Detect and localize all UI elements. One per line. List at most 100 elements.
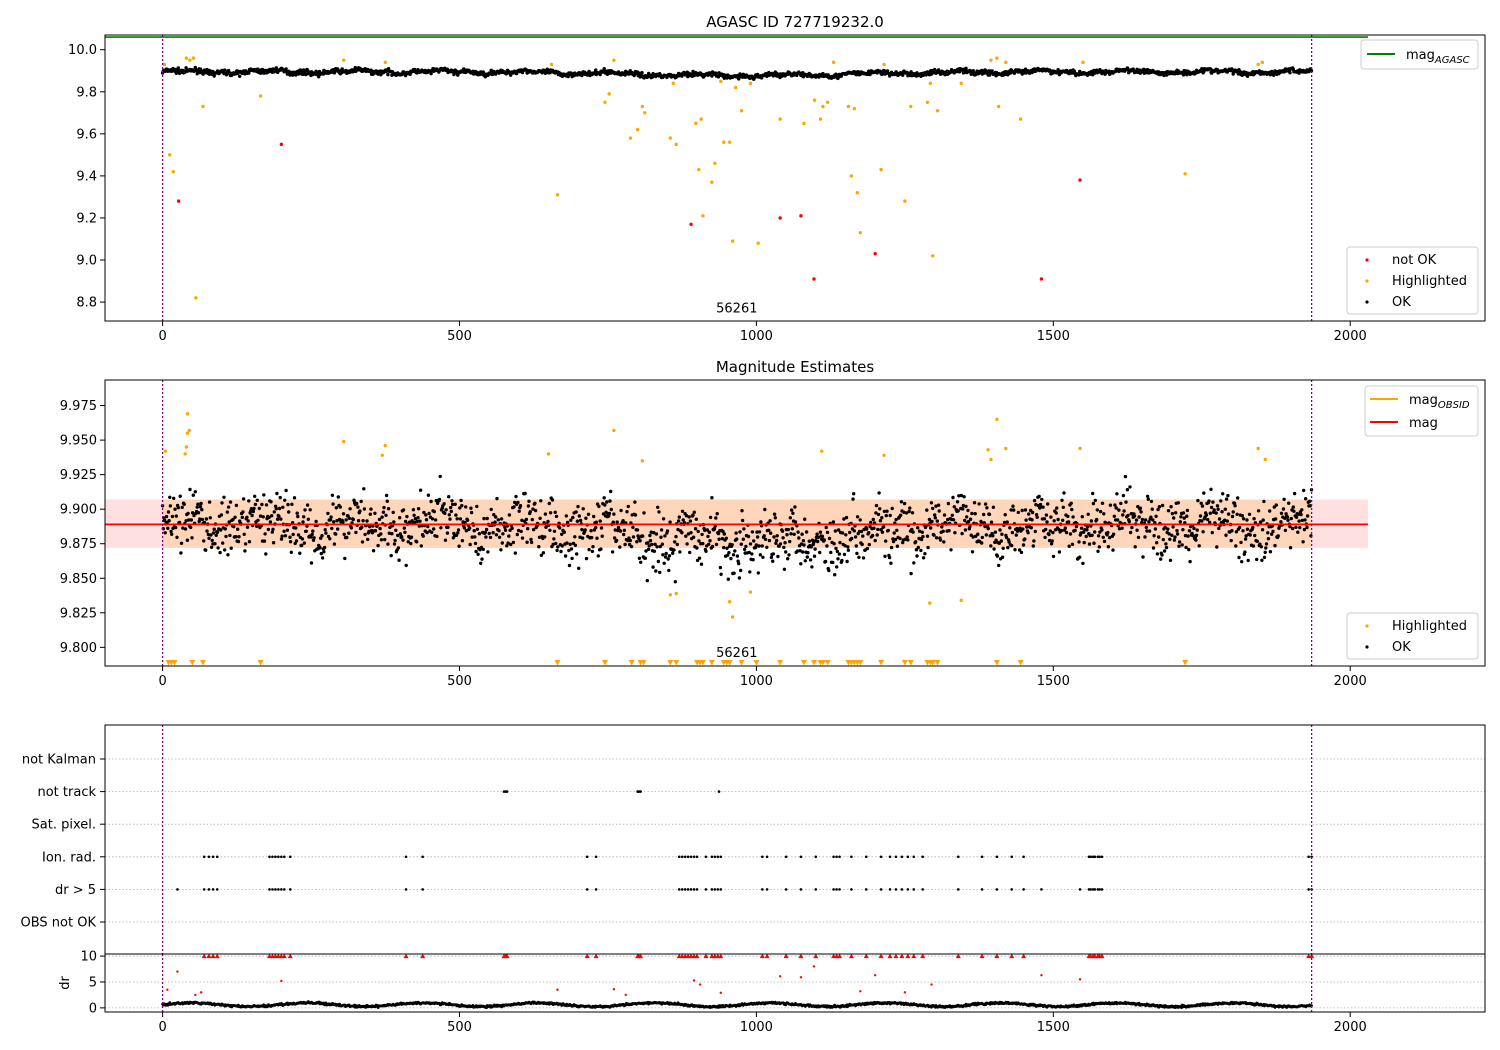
p3-flag-point [1307, 855, 1310, 859]
p3-flag-point [677, 855, 681, 859]
p2-ok-point [1115, 492, 1119, 496]
p3-flag-point [832, 855, 835, 859]
p2-ok-point [170, 532, 174, 536]
p2-ok-point [552, 529, 557, 533]
p2-ok-point [986, 526, 990, 531]
p2-ok-point [842, 517, 846, 521]
p2-ok-point [587, 547, 591, 552]
p2-ok-point [843, 544, 847, 548]
p2-ok-point [609, 507, 613, 512]
p2-ok-point [1012, 508, 1016, 512]
p2-ok-point [447, 513, 451, 517]
p2-ok-point [1175, 528, 1179, 533]
p2-ok-point [1144, 525, 1149, 530]
p2-highlighted-point [185, 431, 190, 435]
p2-ok-point [294, 526, 298, 530]
p2-ok-point [1290, 526, 1295, 531]
p3-ytick-label-1: not track [37, 785, 96, 800]
legend2-ok-marker [1365, 645, 1369, 649]
p2-ok-point [281, 505, 285, 509]
p2-ok-point [330, 526, 334, 531]
p2-ok-point [825, 544, 829, 548]
p3-flag-point [594, 855, 598, 859]
p2-ok-point [1304, 497, 1308, 501]
p2-ok-point [181, 526, 185, 530]
p2-ok-point [559, 549, 563, 554]
p2-ok-point [191, 493, 195, 497]
p3-flag-point [906, 855, 910, 859]
p2-ok-point [565, 520, 570, 525]
p2-ok-point [998, 528, 1002, 532]
p2-ok-point [878, 519, 883, 523]
p2-ok-point [1200, 504, 1205, 508]
p2-ok-point [266, 527, 271, 532]
p2-ok-point [1087, 542, 1092, 546]
p2-ok-point [190, 511, 195, 515]
p2-ok-point [1020, 508, 1024, 513]
p2-ok-point [560, 544, 564, 548]
p2-ok-point [403, 519, 408, 524]
p2-ok-point [347, 516, 352, 521]
p2-ok-point [1276, 534, 1280, 538]
p2-ok-point [510, 526, 514, 531]
p2-ok-point [349, 526, 354, 530]
p2-ok-point [970, 511, 974, 516]
legend-ok-label: OK [1392, 295, 1411, 310]
p2-ok-point [1266, 537, 1271, 541]
p2-ok-point [1041, 505, 1045, 509]
p2-ok-point [965, 515, 969, 519]
p2-ok-point [499, 517, 504, 521]
p2-ok-point [457, 544, 461, 548]
p2-ok-point [421, 534, 425, 538]
p2-ok-point [386, 507, 391, 511]
p2-ok-point [236, 539, 241, 544]
p1-highlighted-point [730, 239, 735, 243]
panel1-legend-points-box [1346, 246, 1479, 315]
p2-ok-point [245, 525, 250, 529]
p2-ok-point [785, 533, 789, 537]
p2-ok-point [890, 506, 894, 511]
p2-ok-point [887, 555, 892, 560]
p2-ok-point [397, 558, 401, 562]
p2-ok-point [956, 509, 960, 513]
p2-ok-point [858, 518, 862, 522]
p2-outofrange-marker [1017, 660, 1024, 666]
p2-ok-point [435, 534, 439, 539]
p2-ok-point [363, 532, 367, 537]
p2-ok-point [409, 535, 414, 539]
p2-outofrange-marker [857, 660, 864, 666]
p2-ok-point [644, 549, 648, 553]
p2-outofrange-marker [878, 660, 885, 666]
p2-ok-point [443, 511, 447, 516]
p2-ok-point [560, 532, 564, 536]
p2-ok-point [1138, 506, 1143, 510]
p2-highlighted-point [1256, 446, 1260, 451]
p2-ok-point [933, 513, 937, 517]
p2-ok-point [850, 536, 854, 541]
p2-ok-point [700, 532, 704, 537]
p2-ok-point [983, 524, 987, 529]
p2-ok-point [882, 509, 887, 514]
p2-ok-point [330, 493, 335, 497]
p2-ok-point [236, 527, 240, 531]
p2-ok-point [625, 510, 629, 514]
p2-ok-point [497, 535, 502, 539]
p2-ok-point [212, 527, 216, 531]
p2-ok-point [424, 518, 429, 522]
p1-highlighted-point [996, 104, 1001, 109]
p2-ok-point [1160, 503, 1165, 508]
p2-ok-point [220, 501, 224, 505]
p2-ok-point [531, 527, 536, 532]
p1-highlighted-point [342, 58, 346, 62]
p2-ok-point [406, 540, 410, 544]
p2-ok-point [592, 514, 596, 519]
p2-ok-point [960, 531, 964, 536]
p2-ok-point [1079, 531, 1083, 535]
p2-ok-point [631, 525, 635, 529]
p2-ok-point [470, 535, 474, 539]
p2-outofrange-marker [753, 660, 760, 666]
p2-ok-point [750, 530, 755, 534]
p2-ok-point [1141, 555, 1145, 559]
p2-ok-point [1285, 515, 1290, 519]
p2-ok-point [725, 553, 730, 557]
